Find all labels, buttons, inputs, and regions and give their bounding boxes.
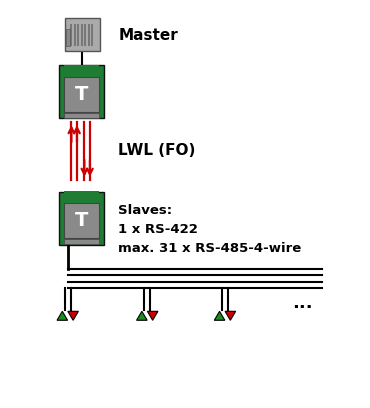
Bar	[77, 24, 79, 46]
Text: T: T	[75, 211, 88, 231]
Polygon shape	[225, 311, 236, 320]
Bar	[66, 29, 70, 46]
Text: Master: Master	[118, 29, 178, 43]
Text: T: T	[75, 85, 88, 104]
Polygon shape	[147, 311, 158, 320]
Bar	[65, 18, 100, 51]
Bar	[64, 239, 99, 244]
Bar	[84, 24, 86, 46]
Bar	[64, 77, 99, 112]
Text: ...: ...	[292, 294, 313, 312]
Bar	[74, 24, 75, 46]
Bar	[59, 65, 104, 118]
Polygon shape	[137, 311, 147, 320]
Bar	[64, 113, 99, 118]
Bar	[88, 24, 90, 46]
Polygon shape	[57, 311, 68, 320]
Polygon shape	[214, 311, 225, 320]
Polygon shape	[68, 311, 78, 320]
Bar	[81, 24, 83, 46]
Bar	[91, 24, 93, 46]
Bar	[64, 191, 99, 194]
Text: LWL (FO): LWL (FO)	[118, 144, 196, 158]
Bar	[64, 204, 99, 238]
Text: Slaves:
1 x RS-422
max. 31 x RS-485-4-wire: Slaves: 1 x RS-422 max. 31 x RS-485-4-wi…	[118, 204, 302, 255]
Bar	[70, 24, 72, 46]
Bar	[64, 65, 99, 68]
Bar	[59, 192, 104, 245]
